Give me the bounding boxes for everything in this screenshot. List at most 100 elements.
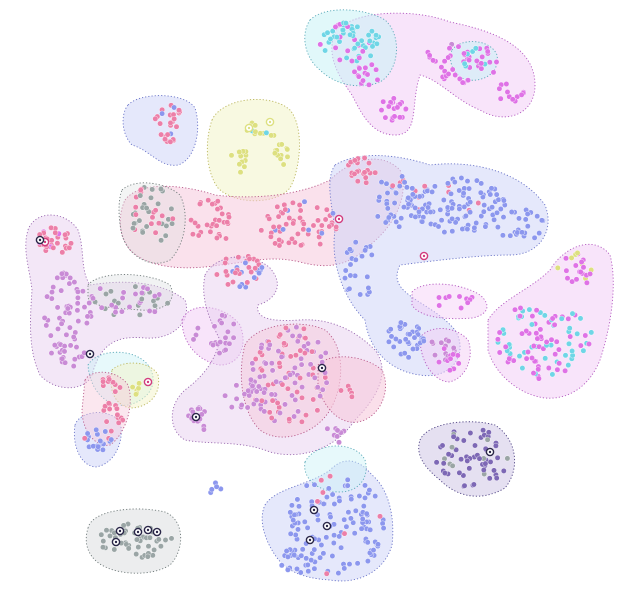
left-violet-point (151, 293, 158, 299)
left-violet-point (44, 293, 50, 300)
center-pink-point (195, 232, 202, 239)
yellow-point (236, 149, 243, 155)
right-magenta-point (566, 340, 572, 347)
center-mauve-point (238, 402, 245, 408)
right-blue-point (411, 334, 418, 341)
center-pink-point (361, 155, 368, 161)
right-magenta-point (565, 315, 572, 322)
right-blue-point (524, 223, 531, 230)
center-mauve-point (317, 353, 324, 360)
bottom-purple-point (491, 467, 497, 474)
right-blue-point (475, 200, 482, 206)
left-violet-point (226, 340, 233, 347)
right-magenta-point (565, 362, 572, 368)
top-right-point (380, 98, 387, 105)
center-pink-point (330, 210, 336, 217)
right-magenta-point (537, 326, 544, 333)
right-blue-point (516, 215, 522, 222)
right-blue-point (388, 333, 395, 340)
right-blue-point (409, 191, 416, 198)
bottom-blue-point (370, 547, 377, 553)
bottom-blue-point (319, 489, 326, 496)
bottom-blue-point (294, 496, 301, 503)
left-violet-point (52, 229, 59, 236)
center-pink-point (276, 236, 283, 243)
bottom-purple-point (480, 427, 486, 434)
center-pink-point (209, 201, 216, 208)
yellow-point (236, 161, 243, 168)
yellow-point (241, 163, 248, 170)
right-blue-point (398, 215, 405, 222)
bottom-blue-point (323, 570, 330, 577)
yellow-point (268, 132, 275, 139)
center-mauve-point (291, 364, 298, 371)
left-grey-band-point (143, 223, 150, 230)
left-violet-point (80, 288, 86, 295)
bottom-purple-point (464, 457, 471, 464)
center-mauve-point (292, 396, 299, 403)
center-mauve-point (301, 343, 307, 350)
right-magenta-point (447, 355, 454, 362)
center-mauve-point (319, 386, 326, 393)
top-right-point (355, 73, 362, 80)
left-violet-point (48, 224, 54, 231)
left-violet-point (75, 294, 81, 301)
right-magenta-point (529, 321, 535, 328)
right-magenta-point (450, 351, 456, 358)
top-cyan-point (356, 54, 363, 61)
left-grey-band-point (136, 217, 143, 224)
right-blue-point (342, 275, 348, 281)
bottom-blue-point (330, 540, 337, 546)
left-grey-band-point (155, 220, 162, 227)
right-magenta-point (563, 255, 569, 262)
right-blue-point (390, 343, 397, 350)
right-magenta-point (530, 343, 537, 349)
right-magenta-point (534, 335, 541, 342)
bottom-blue-point (329, 553, 336, 559)
right-blue-point (478, 180, 485, 187)
right-blue-point (378, 179, 385, 186)
left-violet-point (108, 288, 114, 295)
bottom-left-grey-point (144, 553, 151, 560)
left-violet-point (71, 279, 78, 285)
top-right-point (509, 96, 516, 103)
bottom-blue-point (299, 546, 306, 553)
center-mauve-point (222, 392, 229, 399)
right-blue-point (458, 175, 465, 181)
left-violet-point (74, 307, 81, 314)
right-blue-point (410, 346, 416, 352)
center-pink-point (361, 169, 368, 176)
left-grey-band-point (152, 229, 159, 236)
bottom-purple-point (486, 475, 493, 482)
left-small-point (102, 428, 109, 435)
left-violet-point (90, 295, 96, 302)
cluster-points (36, 19, 595, 577)
bottom-blue-point (304, 524, 311, 531)
center-mauve-point (298, 361, 305, 368)
right-blue-point (534, 213, 541, 220)
left-violet-point (62, 359, 68, 366)
right-magenta-point (542, 355, 549, 362)
bottom-blue-point (208, 486, 215, 493)
right-blue-point (438, 339, 445, 346)
center-mauve-point (233, 382, 240, 389)
top-right-point (496, 85, 503, 92)
center-cluster-point (232, 269, 239, 276)
right-blue-point (368, 251, 375, 258)
left-violet-point (115, 300, 122, 306)
left-grey-band-point (168, 205, 175, 212)
bottom-blue-point (303, 482, 310, 489)
left-violet-point (190, 336, 197, 343)
left-grey-band-point (149, 214, 156, 221)
right-magenta-point (526, 306, 533, 313)
left-violet-point (54, 240, 61, 247)
left-violet-point (43, 322, 50, 329)
right-blue-point (385, 338, 392, 345)
right-blue-point (508, 209, 515, 215)
highlighted-point-dot (247, 126, 251, 130)
left-small-point (112, 388, 119, 395)
top-right-point (390, 95, 397, 102)
center-cluster-point (213, 271, 220, 278)
left-violet-point (217, 339, 224, 345)
